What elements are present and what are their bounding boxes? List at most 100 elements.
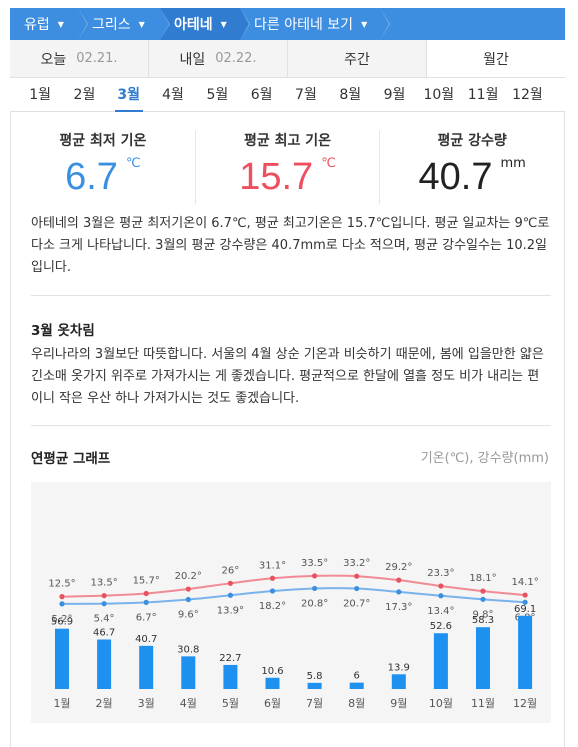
min-temp-label: 9.6° (178, 610, 199, 621)
min-temp-label: 9.8° (473, 609, 494, 620)
month-tab-4[interactable]: 4월 (162, 86, 184, 103)
tab-tomorrow[interactable]: 내일 02.22. (149, 40, 288, 77)
month-tick-label: 12월 (513, 697, 537, 710)
min-temp-label: 13.9° (217, 605, 244, 616)
stat-max-temp: 평균 최고 기온 15.7 ℃ (196, 130, 381, 204)
month-tabs: 1월 2월 3월 4월 5월 6월 7월 8월 9월 10월 11월 12월 (10, 78, 565, 112)
graph-unit-note: 기온(℃), 강수량(mm) (420, 451, 549, 466)
max-temp-point (185, 586, 191, 592)
chart-svg: 12.5° 13.5° 15.7° 20.2° 26° 31.1° 33.5° 33.2° 29… (48, 558, 538, 710)
min-temp-label: 17.3° (385, 602, 412, 613)
precipitation-bar (265, 677, 280, 689)
month-tick-label: 8월 (348, 697, 365, 710)
month-tab-8[interactable]: 8월 (339, 86, 362, 103)
max-temp-point (101, 593, 107, 599)
breadcrumb-europe[interactable]: 유럽 ▼ (10, 8, 88, 40)
precipitation-label: 30.8 (177, 644, 199, 655)
precipitation-label: 22.7 (219, 653, 241, 664)
stat-unit: ℃ (125, 156, 141, 171)
max-temp-label: 18.1° (469, 573, 496, 584)
month-tick-label: 5월 (222, 697, 239, 710)
precipitation-label: 52.6 (430, 621, 452, 632)
caret-down-icon: ▼ (220, 19, 227, 29)
breadcrumb-label: 아테네 (174, 17, 213, 33)
precipitation-label: 69.1 (514, 604, 536, 615)
month-tab-12[interactable]: 12월 (512, 86, 543, 103)
max-temp-label: 15.7° (133, 575, 160, 586)
month-tab-1[interactable]: 1월 (29, 86, 52, 103)
month-tab-7[interactable]: 7월 (295, 86, 317, 103)
tab-label: 월간 (483, 51, 509, 68)
max-temp-point (269, 575, 276, 581)
max-temp-label: 31.1° (259, 560, 286, 571)
tab-label: 주간 (344, 51, 370, 68)
clothes-title: 3월 옷차림 (31, 323, 95, 339)
breadcrumb-athens[interactable]: 아테네 ▼ (160, 8, 250, 40)
precipitation-bar (391, 674, 406, 689)
min-temp-line (61, 587, 526, 605)
breadcrumb: 유럽 ▼ 그리스 ▼ 아테네 ▼ 다른 아테네 보기 ▼ (10, 8, 565, 40)
min-temp-label: 13.4° (427, 606, 454, 617)
breadcrumb-other-athens[interactable]: 다른 아테네 보기 ▼ (240, 8, 390, 40)
stat-min-temp: 평균 최저 기온 6.7 ℃ (11, 130, 196, 204)
month-tab-10[interactable]: 10월 (423, 86, 455, 103)
precipitation-label: 5.8 (307, 671, 323, 682)
graph-title: 연평균 그래프 (31, 451, 111, 467)
month-tab-9[interactable]: 9월 (383, 86, 406, 103)
month-tab-5[interactable]: 5월 (206, 86, 229, 103)
min-temp-label: 18.2° (259, 601, 286, 612)
month-tab-11[interactable]: 11월 (467, 86, 499, 103)
precipitation-bar (97, 639, 112, 689)
stats-row: 평균 최저 기온 6.7 ℃ 평균 최고 기온 15.7 ℃ 평균 강수량 40.7… (11, 130, 564, 204)
min-temp-label: 6.7° (136, 612, 157, 623)
month-tick-label: 3월 (138, 697, 155, 710)
stat-title: 평균 최고 기온 (243, 133, 332, 149)
month-tick-label: 9월 (390, 697, 407, 710)
max-temp-point (143, 590, 149, 597)
min-temp-label: 5.2° (52, 614, 73, 625)
clothes-text: 우리나라의 3월보단 따뜻합니다. 서울의 4월 상순 기온과 비슷하기 때문에… (31, 347, 544, 406)
tab-label: 오늘 (40, 51, 67, 68)
precipitation-bar (307, 682, 322, 689)
precipitation-label: 56.9 (51, 617, 73, 628)
min-temp-point (185, 596, 191, 603)
stat-value: 6.7 (65, 156, 118, 198)
max-temp-label: 12.5° (48, 579, 75, 590)
month-tab-2[interactable]: 2월 (73, 86, 96, 103)
breadcrumb-label: 다른 아테네 보기 (254, 17, 354, 33)
precipitation-bar (349, 682, 364, 689)
min-temp-point (312, 585, 318, 592)
min-temp-point (480, 596, 486, 602)
min-temp-point (227, 592, 233, 598)
min-temp-label: 5.4° (94, 614, 115, 625)
precipitation-label: 6 (354, 671, 360, 682)
month-tick-label: 4월 (180, 697, 197, 710)
min-temp-point (143, 599, 149, 605)
month-tick-label: 1월 (53, 697, 70, 710)
max-temp-line (61, 574, 526, 598)
breadcrumb-greece[interactable]: 그리스 ▼ (78, 8, 170, 40)
precipitation-bar (55, 628, 69, 689)
tab-today[interactable]: 오늘 02.21. (10, 40, 149, 77)
precipitation-bar (476, 627, 490, 689)
breadcrumb-label: 유럽 (24, 17, 50, 33)
min-temp-point (59, 601, 65, 607)
stat-value: 40.7 (418, 156, 493, 198)
min-temp-point (269, 588, 276, 594)
precipitation-bar (139, 645, 154, 689)
max-temp-point (396, 577, 402, 583)
max-temp-label: 14.1° (511, 577, 538, 588)
month-tick-label: 11월 (471, 697, 495, 710)
tab-monthly[interactable]: 월간 (427, 40, 565, 77)
period-tabs: 오늘 02.21. 내일 02.22. 주간 월간 (10, 40, 565, 78)
tab-weekly[interactable]: 주간 (288, 40, 427, 77)
divider (31, 295, 551, 296)
max-temp-label: 20.2° (175, 571, 202, 582)
max-temp-label: 29.2° (385, 562, 412, 573)
min-temp-label: 20.8° (301, 598, 328, 609)
max-temp-point (59, 594, 65, 600)
max-temp-point (480, 588, 486, 594)
month-tab-3[interactable]: 3월 (107, 78, 151, 112)
month-tab-6[interactable]: 6월 (250, 86, 273, 103)
max-temp-label: 13.5° (90, 578, 117, 589)
